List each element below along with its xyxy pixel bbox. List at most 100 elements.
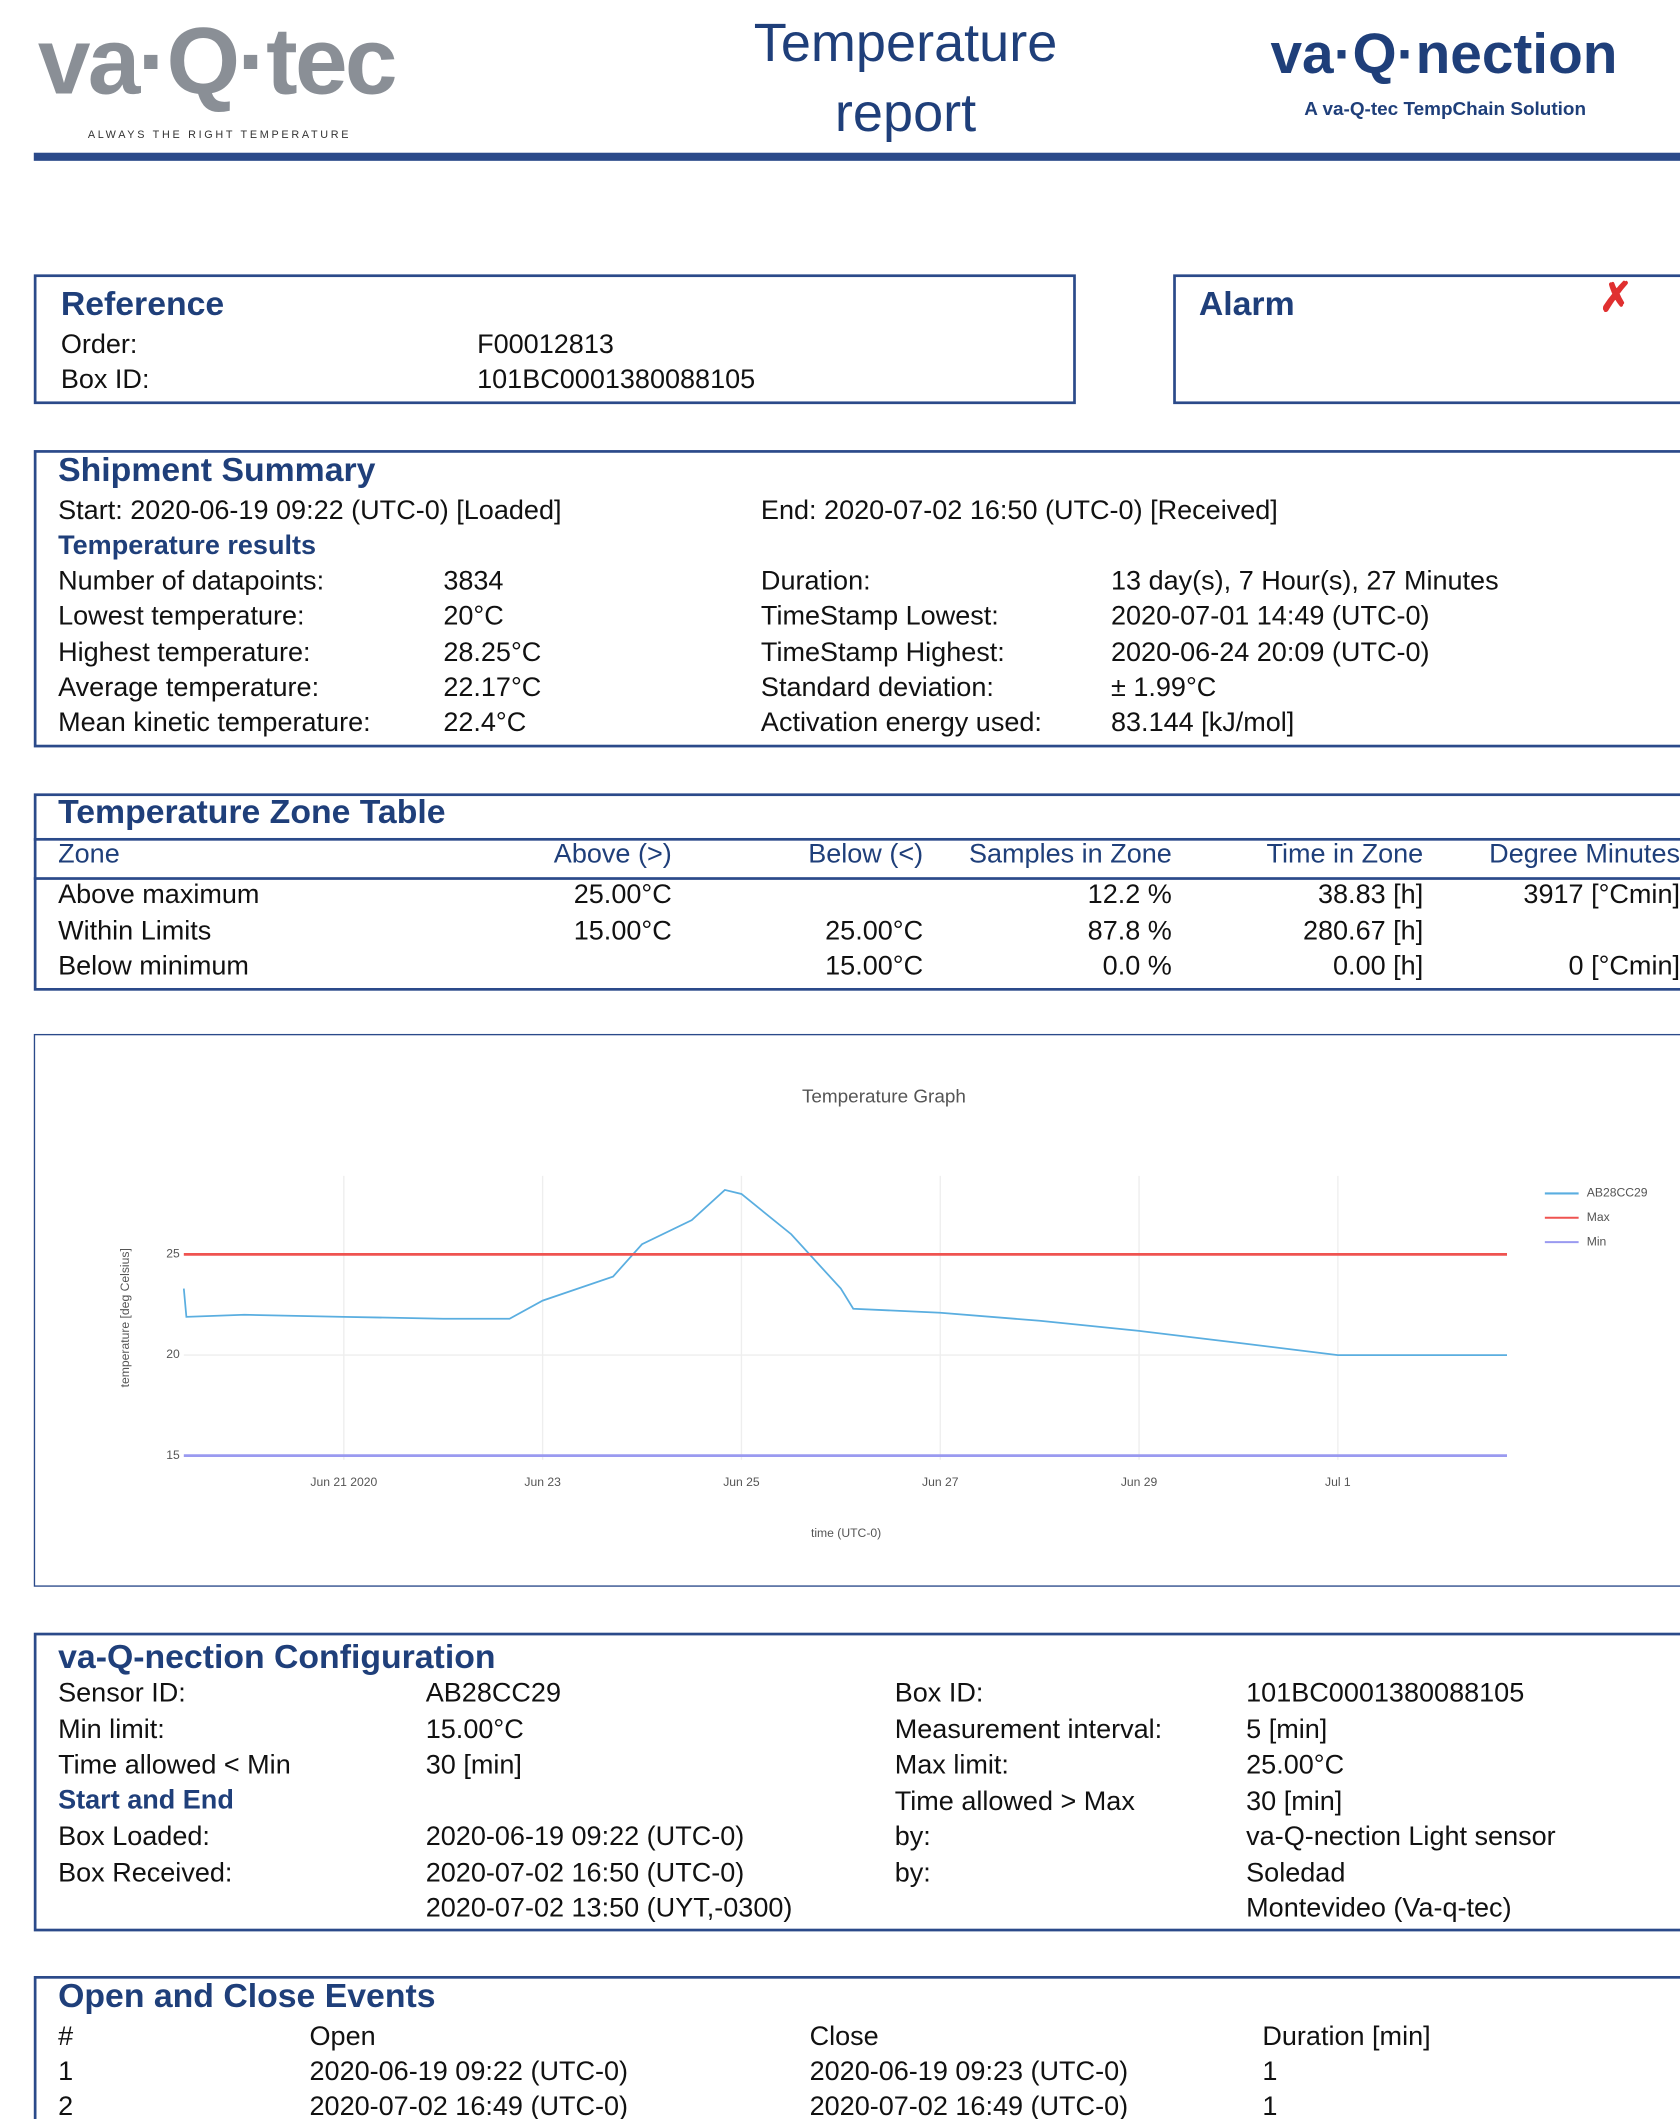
series-line xyxy=(182,1188,1508,1356)
value: 2020-07-01 14:49 (UTC-0) xyxy=(1110,601,1430,632)
value: 3834 xyxy=(443,566,504,597)
zone-box xyxy=(33,793,1680,991)
cell: Below minimum xyxy=(58,951,249,982)
config-box xyxy=(33,1632,1680,1932)
cell: 2020-06-19 09:22 (UTC-0) xyxy=(425,1821,745,1852)
reference-box xyxy=(33,274,1076,405)
cell: 2020-07-02 13:50 (UYT,-0300) xyxy=(425,1893,793,1924)
cell: 5 [min] xyxy=(1246,1714,1328,1745)
label: Standard deviation: xyxy=(760,672,994,703)
cell: 30 [min] xyxy=(1246,1786,1343,1816)
cell: Min limit: xyxy=(58,1714,165,1745)
column-header: Close xyxy=(809,2021,879,2052)
zone-rule xyxy=(33,837,1680,841)
y-tick-label: 15 xyxy=(166,1448,180,1462)
label: TimeStamp Highest: xyxy=(760,637,1005,668)
alarm-icon: ✗ xyxy=(1598,275,1633,321)
cell: Box Received: xyxy=(58,1857,233,1888)
column-header: Duration [min] xyxy=(1262,2021,1431,2052)
cell: 15.00°C xyxy=(425,1714,524,1745)
cell: 1 xyxy=(58,2057,74,2087)
x-axis-label: time (UTC-0) xyxy=(811,1526,881,1540)
subsection-title: Temperature results xyxy=(58,531,317,561)
value: 20°C xyxy=(443,601,504,632)
label: Mean kinetic temperature: xyxy=(58,708,371,739)
cell: 2020-06-19 09:22 (UTC-0) xyxy=(309,2057,629,2087)
cell: 30 [min] xyxy=(425,1750,522,1781)
logo-right: va·Q·nection xyxy=(1270,21,1618,86)
cell: Time allowed < Min xyxy=(58,1750,291,1781)
x-tick-label: Jun 25 xyxy=(723,1475,760,1489)
cell: 25.00°C xyxy=(825,915,924,946)
alarm-box xyxy=(1173,274,1680,405)
legend-label: AB28CC29 xyxy=(1587,1186,1648,1200)
value: 13 day(s), 7 Hour(s), 27 Minutes xyxy=(1110,566,1499,597)
section-title: Open and Close Events xyxy=(58,1977,436,2016)
label: TimeStamp Lowest: xyxy=(760,601,999,632)
column-header: Open xyxy=(309,2021,376,2052)
cell: 0 [°Cmin] xyxy=(1568,951,1680,982)
value: F00012813 xyxy=(477,329,614,360)
cell: 101BC0001380088105 xyxy=(1246,1678,1525,1709)
cell: va-Q-nection Light sensor xyxy=(1246,1821,1556,1852)
cell: Montevideo (Va-q-tec) xyxy=(1246,1893,1512,1924)
section-title: Reference xyxy=(60,285,225,324)
cell: 25.00°C xyxy=(1246,1750,1345,1781)
cell: 15.00°C xyxy=(573,915,672,946)
x-tick-label: Jun 23 xyxy=(524,1475,561,1489)
cell: 1 xyxy=(1262,2092,1278,2119)
x-tick-label: Jun 29 xyxy=(1121,1475,1158,1489)
section-title: Alarm xyxy=(1198,285,1295,324)
cell: 2020-06-19 09:23 (UTC-0) xyxy=(809,2057,1129,2087)
cell: Above maximum xyxy=(58,879,260,910)
cell: Soledad xyxy=(1246,1857,1346,1888)
label: Number of datapoints: xyxy=(58,566,325,597)
cell: 2020-07-02 16:50 (UTC-0) xyxy=(425,1857,745,1888)
label: Highest temperature: xyxy=(58,637,311,668)
logo-right-tagline: A va-Q-tec TempChain Solution xyxy=(1304,97,1587,119)
cell: by: xyxy=(894,1821,931,1852)
section-title: Shipment Summary xyxy=(58,451,376,490)
cell: Box ID: xyxy=(894,1678,984,1709)
y-tick-label: 20 xyxy=(166,1347,180,1361)
logo-left-tagline: ALWAYS THE RIGHT TEMPERATURE xyxy=(87,128,352,141)
x-tick-label: Jun 21 2020 xyxy=(310,1475,377,1489)
value: 22.4°C xyxy=(443,708,527,739)
value: 22.17°C xyxy=(443,672,542,703)
section-title: va-Q-nection Configuration xyxy=(58,1638,496,1676)
start: Start: 2020-06-19 09:22 (UTC-0) [Loaded] xyxy=(58,496,562,526)
x-tick-label: Jun 27 xyxy=(922,1475,959,1489)
cell: 2020-07-02 16:49 (UTC-0) xyxy=(809,2092,1129,2119)
column-header: Samples in Zone xyxy=(968,839,1172,870)
label: Box ID: xyxy=(60,364,150,395)
cell: 12.2 % xyxy=(1087,879,1172,910)
cell: 1 xyxy=(1262,2057,1278,2087)
cell: 0.00 [h] xyxy=(1333,951,1424,982)
label: Average temperature: xyxy=(58,672,320,703)
cell: Max limit: xyxy=(894,1750,1009,1781)
cell: 2020-07-02 16:49 (UTC-0) xyxy=(309,2092,629,2119)
value: ± 1.99°C xyxy=(1110,672,1217,703)
zone-rule xyxy=(33,877,1680,880)
column-header: # xyxy=(58,2021,74,2052)
cell: 2 xyxy=(58,2092,74,2119)
cell: 87.8 % xyxy=(1087,915,1172,946)
value: 83.144 [kJ/mol] xyxy=(1110,708,1295,739)
chart: Temperature Graph time (UTC-0) temperature… xyxy=(118,1086,1648,1540)
column-header: Degree Minutes xyxy=(1489,839,1680,870)
chart-title: Temperature Graph xyxy=(802,1086,966,1107)
summary-box xyxy=(33,450,1680,748)
column-header: Below (<) xyxy=(808,839,924,870)
logo-left: va·Q·tec xyxy=(37,8,398,114)
value: 101BC0001380088105 xyxy=(477,364,756,395)
cell: 38.83 [h] xyxy=(1317,879,1424,910)
column-header: Zone xyxy=(58,839,120,870)
legend-label: Max xyxy=(1587,1210,1610,1224)
column-header: Time in Zone xyxy=(1266,839,1424,870)
value: 2020-06-24 20:09 (UTC-0) xyxy=(1110,637,1430,668)
value: 28.25°C xyxy=(443,637,542,668)
cell: by: xyxy=(894,1857,931,1888)
cell: 280.67 [h] xyxy=(1302,915,1424,946)
cell: Within Limits xyxy=(58,915,212,946)
legend-label: Min xyxy=(1587,1234,1607,1248)
